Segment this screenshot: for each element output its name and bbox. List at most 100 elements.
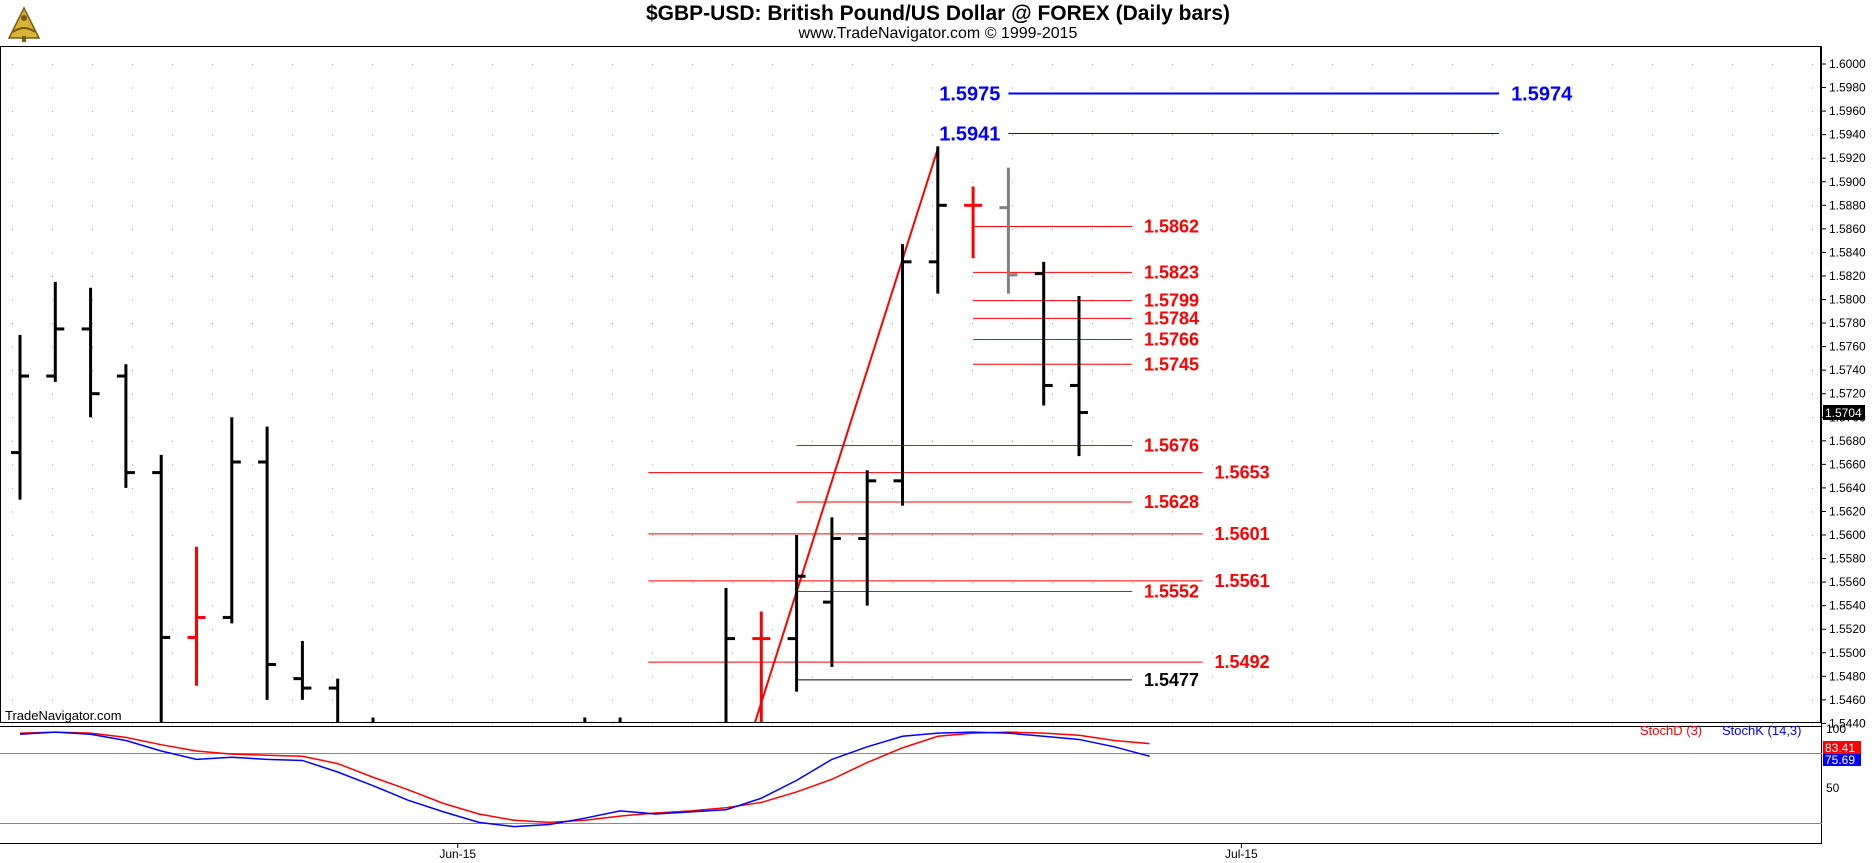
grid-dot — [1772, 299, 1773, 301]
grid-dot — [1092, 275, 1093, 277]
grid-dot — [332, 346, 333, 348]
grid-dot — [332, 511, 333, 513]
grid-dot — [892, 723, 893, 725]
grid-dot — [1532, 558, 1533, 560]
price-tick-label: 1.5820 — [1829, 269, 1866, 283]
grid-dot — [1412, 699, 1413, 701]
grid-dot — [1492, 299, 1493, 301]
grid-dot — [1812, 275, 1813, 277]
grid-dot — [1692, 323, 1693, 325]
ohlc-bar — [293, 640, 312, 700]
grid-dot — [1492, 346, 1493, 348]
grid-dot — [1532, 535, 1533, 536]
grid-dot — [1292, 699, 1293, 701]
grid-dot — [1612, 323, 1613, 325]
grid-dot — [1612, 676, 1613, 678]
grid-dot — [1492, 582, 1493, 584]
grid-dot — [532, 158, 533, 160]
grid-dot — [172, 652, 173, 654]
grid-dot — [532, 228, 533, 230]
grid-dot — [1652, 111, 1653, 113]
grid-dot — [1572, 676, 1573, 678]
grid-dot — [1532, 134, 1533, 136]
level-label-right: 1.5974 — [1511, 83, 1573, 105]
grid-dot — [692, 299, 693, 301]
level-label: 1.5766 — [1144, 330, 1199, 350]
grid-dot — [212, 605, 213, 607]
grid-dot — [1492, 464, 1493, 466]
grid-dot — [1452, 440, 1453, 442]
grid-dot — [1412, 582, 1413, 584]
grid-dot — [252, 158, 253, 160]
grid-dot — [532, 417, 533, 419]
grid-dot — [972, 440, 973, 442]
grid-dot — [1652, 346, 1653, 348]
grid-dot — [12, 511, 13, 513]
grid-dot — [12, 370, 13, 372]
ohlc-bar — [187, 546, 206, 686]
grid-dot — [532, 676, 533, 678]
grid-dot — [1692, 417, 1693, 419]
grid-dot — [652, 158, 653, 160]
grid-dot — [332, 181, 333, 183]
grid-dot — [452, 134, 453, 136]
grid-dot — [1772, 652, 1773, 654]
grid-dot — [92, 440, 93, 442]
grid-dot — [692, 699, 693, 701]
chart-header: $GBP-USD: British Pound/US Dollar @ FORE… — [0, 0, 1876, 46]
grid-dot — [52, 134, 53, 136]
grid-dot — [1572, 699, 1573, 701]
grid-dot — [132, 228, 133, 230]
ohlc-bar — [999, 167, 1018, 294]
grid-dot — [1212, 558, 1213, 560]
grid-dot — [572, 181, 573, 183]
grid-dot — [972, 393, 973, 395]
grid-dot — [172, 723, 173, 725]
grid-dot — [1372, 252, 1373, 254]
grid-dot — [1252, 629, 1253, 631]
grid-dot — [892, 181, 893, 183]
grid-dot — [892, 699, 893, 701]
grid-dot — [1692, 205, 1693, 207]
grid-dot — [1612, 370, 1613, 372]
grid-dot — [1212, 134, 1213, 136]
grid-dot — [1612, 87, 1613, 89]
grid-dot — [692, 275, 693, 277]
grid-dot — [772, 535, 773, 536]
last-price-label: 1.5704 — [1825, 406, 1862, 420]
grid-dot — [812, 487, 813, 489]
grid-dot — [812, 440, 813, 442]
grid-dot — [12, 676, 13, 678]
grid-dot — [132, 64, 133, 65]
grid-dot — [652, 323, 653, 325]
grid-dot — [1652, 487, 1653, 489]
grid-dot — [852, 511, 853, 513]
grid-dot — [412, 511, 413, 513]
grid-dot — [1492, 64, 1493, 65]
grid-dot — [1132, 464, 1133, 466]
grid-dot — [252, 487, 253, 489]
grid-dot — [1652, 370, 1653, 372]
grid-dot — [1532, 464, 1533, 466]
grid-dot — [1652, 252, 1653, 254]
grid-dot — [332, 723, 333, 725]
grid-dot — [1292, 464, 1293, 466]
grid-dot — [1492, 181, 1493, 183]
grid-dot — [372, 511, 373, 513]
grid-dot — [1772, 440, 1773, 442]
grid-dot — [212, 582, 213, 584]
grid-dot — [1132, 605, 1133, 607]
grid-dot — [172, 629, 173, 631]
grid-dot — [1292, 723, 1293, 725]
grid-dot — [172, 535, 173, 536]
grid-dot — [452, 228, 453, 230]
grid-dot — [52, 87, 53, 89]
grid-dot — [1332, 205, 1333, 207]
grid-dot — [1332, 275, 1333, 277]
grid-dot — [1332, 158, 1333, 160]
grid-dot — [492, 323, 493, 325]
grid-dot — [1572, 275, 1573, 277]
grid-dot — [1732, 535, 1733, 536]
grid-dot — [1012, 111, 1013, 113]
grid-dot — [772, 299, 773, 301]
